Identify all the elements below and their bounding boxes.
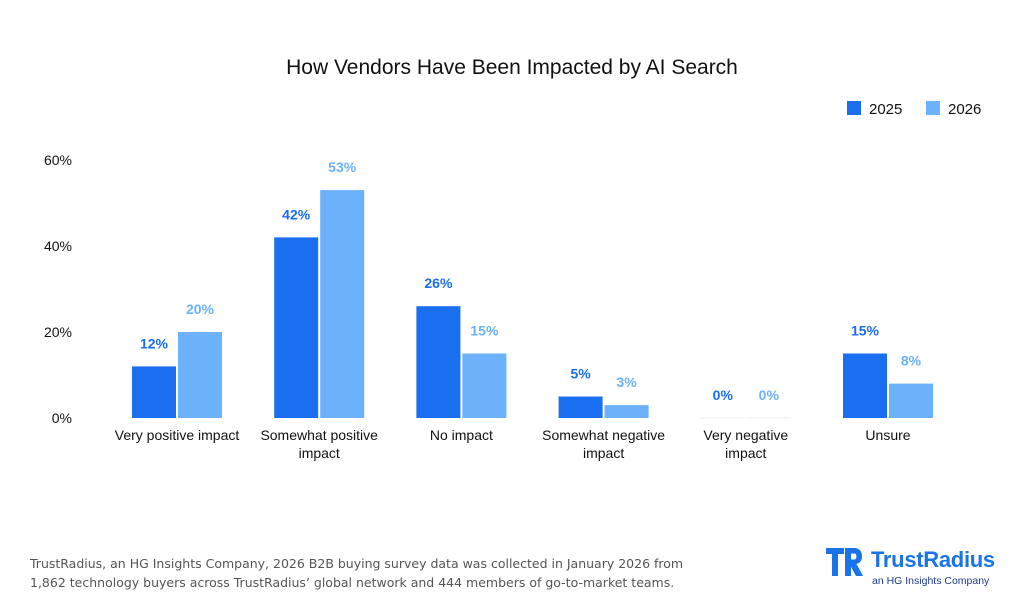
- bars: [132, 190, 933, 419]
- data-label-2025: 15%: [851, 323, 880, 339]
- data-label-2026: 8%: [901, 353, 922, 369]
- bar-2025: [274, 237, 319, 418]
- legend-label: 2026: [948, 101, 981, 118]
- x-axis: Very positive impact Somewhat positive imp…: [115, 427, 911, 461]
- bar-2026: [462, 353, 507, 418]
- brand-tagline: an HG Insights Company: [872, 575, 990, 587]
- legend-swatch: [847, 101, 861, 115]
- bar-2026: [604, 405, 649, 418]
- x-category-label: Unsure: [865, 427, 910, 443]
- x-category-label: Somewhat positive impact: [260, 427, 378, 461]
- bar-2026: [746, 417, 791, 419]
- data-label-2025: 5%: [570, 366, 591, 382]
- x-category-label: Very positive impact: [115, 427, 240, 443]
- data-label-2026: 0%: [759, 387, 780, 403]
- trustradius-logo-icon: [826, 548, 863, 576]
- bar-2026: [320, 190, 365, 418]
- data-label-2026: 53%: [328, 159, 357, 175]
- footnote-line: 1,862 technology buyers across TrustRadi…: [30, 575, 675, 590]
- y-tick-label: 20%: [44, 324, 72, 340]
- y-tick-label: 0%: [52, 410, 72, 426]
- data-label-2026: 20%: [186, 301, 215, 317]
- bar-2025: [416, 306, 461, 418]
- y-tick-label: 60%: [44, 152, 72, 168]
- legend-swatch: [926, 101, 940, 115]
- data-label-2025: 26%: [424, 275, 453, 291]
- data-labels: 12% 20% 42% 53% 26% 15% 5% 3% 0% 0% 15% 8%: [140, 159, 922, 403]
- legend-item-2026: 2026: [926, 101, 981, 118]
- x-category-label: No impact: [430, 427, 493, 443]
- y-axis: 0% 20% 40% 60%: [44, 152, 72, 426]
- footnote: TrustRadius, an HG Insights Company, 202…: [30, 554, 730, 592]
- bar-2025: [132, 366, 176, 418]
- x-category-label: Very negative impact: [703, 427, 788, 461]
- bar-2025: [700, 417, 745, 419]
- legend-label: 2025: [869, 101, 902, 118]
- bar-2026: [889, 383, 933, 418]
- footnote-line: TrustRadius, an HG Insights Company, 202…: [30, 556, 684, 571]
- y-tick-label: 40%: [44, 238, 72, 254]
- data-label-2026: 3%: [616, 374, 637, 390]
- brand-name: TrustRadius: [871, 547, 995, 572]
- data-label-2025: 12%: [140, 335, 169, 351]
- bar-2025: [558, 396, 603, 418]
- bar-2026: [178, 332, 222, 418]
- chart-legend: 2025 2026: [847, 101, 981, 118]
- data-label-2025: 0%: [713, 387, 734, 403]
- data-label-2026: 15%: [470, 323, 499, 339]
- data-label-2025: 42%: [282, 206, 311, 222]
- bar-2025: [843, 353, 887, 418]
- chart-title: How Vendors Have Been Impacted by AI Sea…: [286, 56, 738, 79]
- legend-item-2025: 2025: [847, 101, 902, 118]
- x-category-label: Somewhat negative impact: [542, 427, 665, 461]
- trustradius-logo: TrustRadius an HG Insights Company: [824, 545, 999, 589]
